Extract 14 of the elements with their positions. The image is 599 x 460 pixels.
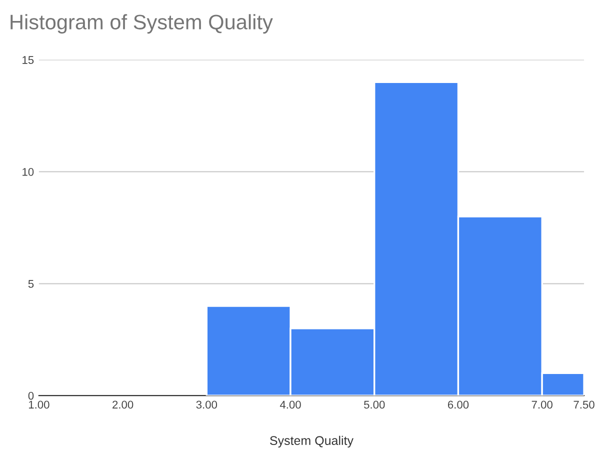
y-tick-label: 15 <box>22 56 34 64</box>
x-tick-label: 2.00 <box>112 400 134 409</box>
x-tick-label: 4.00 <box>280 400 301 409</box>
x-tick-label: 7.50 <box>574 400 594 409</box>
y-tick-label: 0 <box>28 392 34 400</box>
x-tick-label: 6.00 <box>448 400 469 409</box>
y-tick-label: 10 <box>22 168 34 176</box>
x-tick-label: 5.00 <box>364 400 385 409</box>
x-axis-title: System Quality <box>270 436 354 448</box>
x-tick-label: 7.00 <box>532 400 552 409</box>
y-tick-label: 5 <box>28 280 34 288</box>
x-tick-label: 1.00 <box>28 400 50 409</box>
chart-title: Histogram of System Quality <box>10 14 273 34</box>
x-tick-label: 3.00 <box>196 400 218 409</box>
